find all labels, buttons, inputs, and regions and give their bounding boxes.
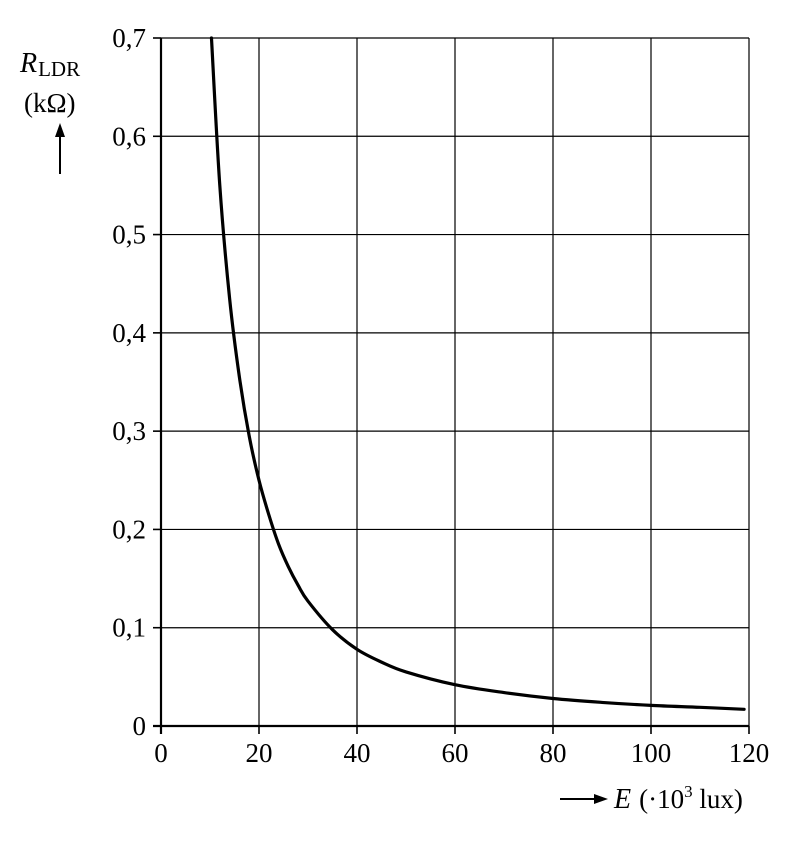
x-tick-label: 0 [154,738,168,768]
x-axis-title: E (·103 lux) [613,782,743,815]
y-tick-label: 0 [133,711,147,741]
x-tick-label: 40 [344,738,371,768]
x-tick-label: 20 [246,738,273,768]
x-tick-label: 100 [631,738,672,768]
x-axis-arrow-icon [560,794,608,804]
y-tick-label: 0,1 [112,613,146,643]
x-tick-labels: 0 20 40 60 80 100 120 [154,738,769,768]
y-tick-label: 0,4 [112,318,146,348]
y-axis-arrow-icon [55,123,65,174]
y-tick-label: 0,6 [112,121,146,151]
grid [153,37,750,734]
y-tick-labels: 0 0,1 0,2 0,3 0,4 0,5 0,6 0,7 [112,23,146,741]
x-tick-label: 80 [540,738,567,768]
y-tick-label: 0,7 [112,23,146,53]
series-line [209,36,746,711]
x-tick-label: 60 [442,738,469,768]
y-tick-label: 0,3 [112,416,146,446]
x-tick-label: 120 [729,738,770,768]
y-axis-title: RLDR [19,48,80,81]
y-tick-label: 0,5 [112,220,146,250]
y-axis-unit: (kΩ) [24,88,76,118]
y-tick-label: 0,2 [112,514,146,544]
